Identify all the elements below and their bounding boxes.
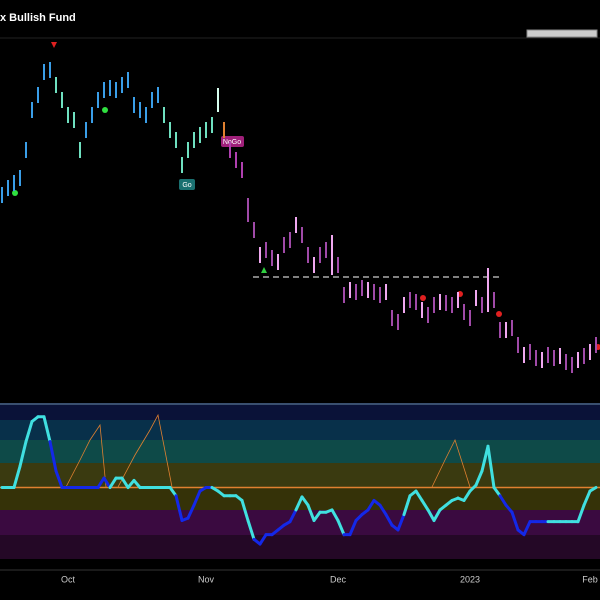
label-box — [221, 136, 244, 147]
oscillator-line — [576, 503, 586, 524]
oscillator-line — [426, 508, 436, 522]
cloud — [431, 438, 471, 488]
x-tick-label: 2023 — [460, 574, 480, 584]
oscillator-line — [582, 489, 592, 507]
oscillator-line — [384, 513, 394, 527]
signal-marker — [12, 190, 18, 196]
osc-band — [0, 463, 600, 487]
oscillator-line — [288, 508, 298, 524]
osc-band — [0, 535, 600, 559]
oscillator-line — [486, 444, 496, 489]
oscillator-line — [348, 519, 358, 537]
oscillator-line — [504, 503, 514, 514]
label-box — [179, 179, 195, 190]
oscillator-line — [186, 503, 196, 520]
oscillator-line — [246, 519, 256, 541]
oscillator-line — [312, 510, 322, 522]
oscillator-line — [300, 495, 310, 507]
oscillator-line — [12, 464, 22, 489]
signal-marker — [102, 107, 108, 113]
osc-band — [0, 440, 600, 463]
oscillator-line — [96, 476, 106, 489]
oscillator-line — [168, 486, 178, 498]
cloud — [65, 423, 107, 488]
oscillator-line — [378, 503, 388, 517]
oscillator-line — [402, 494, 412, 517]
oscillator-line — [420, 498, 430, 512]
chart-title: x Bullish Fund — [0, 12, 76, 24]
cloud — [117, 413, 173, 488]
oscillator-line — [432, 508, 442, 522]
osc-band — [0, 510, 600, 535]
x-tick-label: Oct — [61, 574, 76, 584]
osc-band — [0, 420, 600, 440]
oscillator-line — [174, 494, 184, 522]
oscillator-line — [474, 469, 484, 487]
oscillator-line — [258, 533, 268, 546]
osc-band — [0, 405, 600, 420]
signal-marker — [261, 267, 267, 273]
oscillator-line — [366, 498, 376, 512]
oscillator-line — [480, 444, 490, 473]
oscillator-line — [522, 520, 532, 537]
oscillator-line — [588, 486, 598, 493]
oscillator-line — [102, 476, 112, 489]
oscillator-line — [24, 420, 34, 444]
x-tick-label: Dec — [330, 574, 347, 584]
oscillator-line — [414, 489, 424, 502]
oscillator-line — [120, 476, 130, 489]
oscillator-line — [396, 513, 406, 532]
oscillator-line — [462, 489, 472, 502]
oscillator-line — [126, 478, 136, 489]
oscillator-line — [306, 503, 316, 522]
annotation: NoGo — [223, 139, 241, 146]
oscillator-line — [42, 415, 52, 444]
scroll-bar — [526, 29, 598, 38]
oscillator-line — [132, 478, 142, 489]
oscillator-line — [294, 495, 304, 512]
oscillator-line — [492, 486, 502, 498]
oscillator-line — [498, 494, 508, 507]
signal-marker — [420, 295, 426, 301]
x-tick-label: Feb — [582, 574, 598, 584]
annotation: Go — [182, 182, 191, 189]
x-tick-label: Nov — [198, 574, 215, 584]
oscillator-line — [48, 440, 58, 473]
oscillator-line — [192, 489, 202, 507]
oscillator-line — [108, 476, 118, 489]
oscillator-line — [336, 519, 346, 537]
oscillator-line — [54, 469, 64, 489]
oscillator-line — [510, 510, 520, 532]
oscillator-line — [18, 440, 28, 468]
oscillator-line — [330, 508, 340, 522]
oscillator-line — [240, 498, 250, 522]
signal-marker — [51, 42, 57, 48]
signal-marker — [496, 311, 502, 317]
